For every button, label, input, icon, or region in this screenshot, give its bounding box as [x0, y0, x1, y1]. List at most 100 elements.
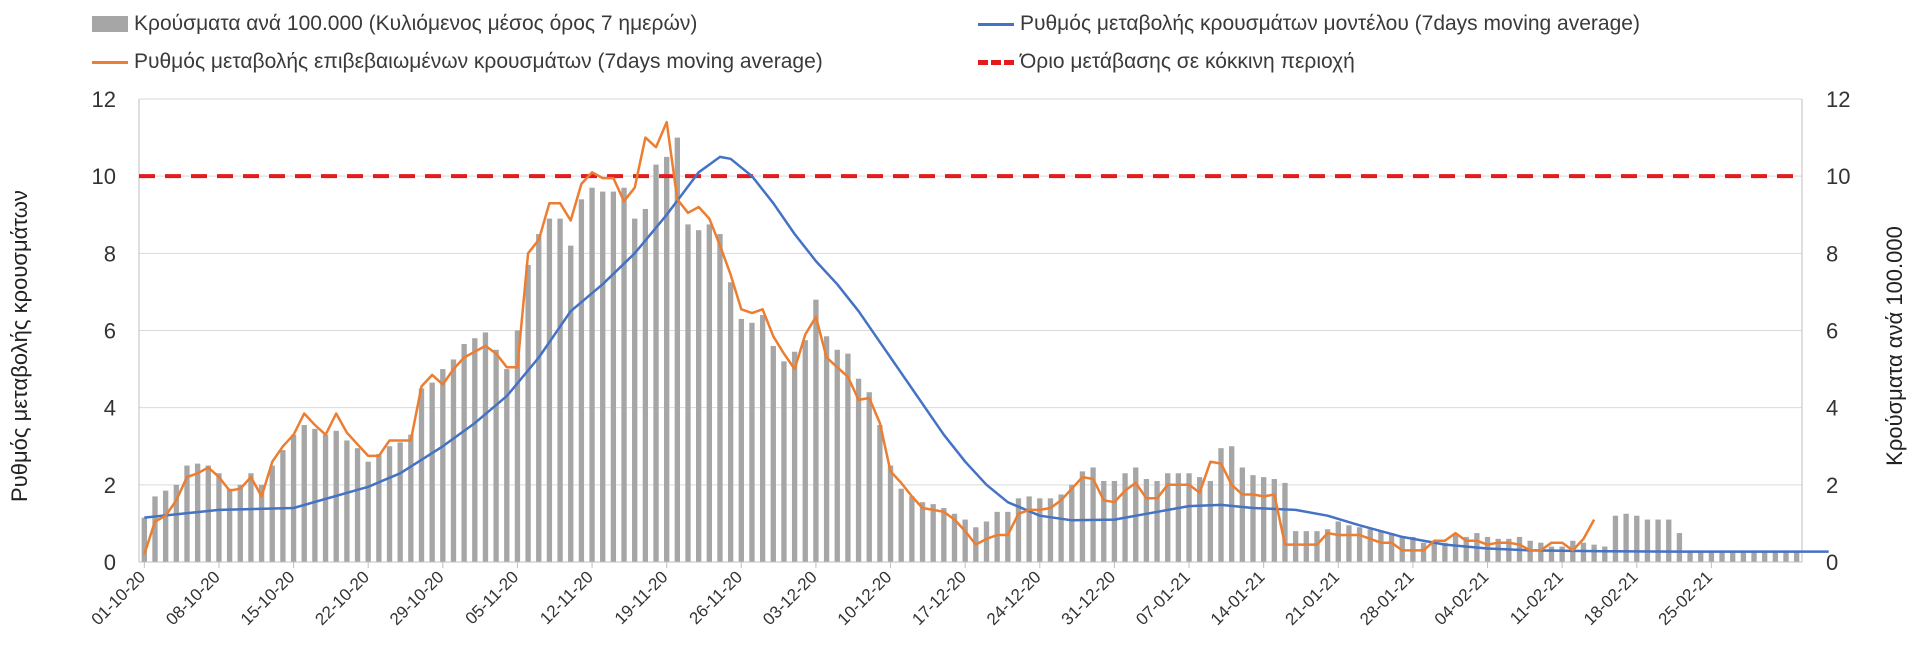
bar [578, 199, 585, 563]
bar [1111, 480, 1118, 562]
bar [589, 187, 595, 562]
x-tick-label: 21-01-21 [1282, 567, 1344, 629]
bar [1026, 496, 1032, 562]
bar [450, 359, 457, 562]
bar [1623, 513, 1629, 562]
left-tick-label: 0 [104, 550, 116, 575]
bar [941, 507, 947, 562]
bar [1772, 550, 1779, 562]
left-tick-label: 10 [92, 164, 116, 189]
confirmed-series-line [143, 120, 1596, 555]
bar [1794, 550, 1800, 562]
x-tick-label: 19-11-20 [611, 567, 672, 628]
bar [1282, 482, 1288, 562]
x-tick-label: 08-10-20 [162, 567, 224, 629]
bar [1005, 511, 1011, 562]
bar [653, 164, 659, 562]
legend-confirmed-label: Ρυθμός μεταβολής επιβεβαιωμένων κρουσμάτ… [134, 50, 823, 73]
bar [1719, 550, 1725, 562]
x-tick-label: 07-01-21 [1132, 567, 1194, 629]
left-tick-label: 2 [104, 473, 116, 498]
left-tick-label: 8 [104, 241, 116, 266]
bar [568, 245, 574, 562]
bar [237, 484, 243, 562]
bar [685, 224, 691, 563]
bar [1708, 550, 1715, 562]
bar [759, 315, 766, 562]
legend-bars-label: Κρούσματα ανά 100.000 (Κυλιόμενος μέσος … [134, 12, 698, 35]
bar [1612, 515, 1619, 562]
x-tick-label: 17-12-20 [908, 567, 970, 629]
bar [141, 517, 147, 562]
bar [1687, 550, 1693, 562]
x-tick-label: 01-10-20 [88, 567, 150, 629]
bar [749, 322, 755, 562]
bar [1260, 477, 1267, 562]
bar [386, 446, 393, 562]
bar [1271, 479, 1277, 562]
bar [493, 349, 499, 562]
bar [1314, 531, 1320, 562]
bar [1015, 498, 1022, 562]
bar [1762, 550, 1768, 562]
bar [269, 465, 275, 562]
bar [1101, 480, 1107, 562]
bar [962, 519, 968, 562]
bar [877, 425, 883, 562]
right-tick-label: 12 [1826, 87, 1850, 112]
bar [642, 208, 649, 562]
bar [557, 218, 563, 562]
bar [717, 234, 723, 562]
right-tick-label: 4 [1826, 396, 1838, 421]
bar [1090, 467, 1096, 562]
bar [1250, 475, 1256, 562]
bar [727, 282, 734, 562]
bar [1463, 536, 1469, 562]
bar [1229, 446, 1235, 562]
bar [312, 428, 318, 562]
bar [280, 450, 286, 562]
x-tick-label: 14-01-21 [1207, 567, 1269, 629]
legend-threshold-swatch [978, 59, 1014, 65]
bar [1538, 542, 1544, 562]
bar [152, 496, 158, 562]
x-tick-label: 26-11-20 [685, 567, 746, 628]
bar [482, 332, 489, 562]
bar [1666, 519, 1672, 562]
bar [994, 511, 1000, 562]
right-tick-label: 0 [1826, 550, 1838, 575]
legend-model: Ρυθμός μεταβολής κρουσμάτων μοντέλου (7d… [978, 12, 1640, 36]
bar [1175, 473, 1182, 562]
bar [1165, 473, 1171, 562]
bar [461, 344, 467, 562]
bar [770, 345, 776, 562]
bar [1186, 473, 1192, 562]
bar [1591, 544, 1597, 562]
bar [1431, 542, 1437, 562]
bar [1559, 546, 1565, 562]
bar [514, 330, 521, 562]
bar [1740, 550, 1747, 562]
bar [440, 369, 446, 562]
right-tick-label: 10 [1826, 164, 1850, 189]
bar [674, 137, 681, 563]
bar [1047, 498, 1054, 562]
bar [1079, 471, 1086, 562]
bar [930, 504, 936, 562]
legend-threshold: Όριο μετάβασης σε κόκκινη περιοχή [978, 50, 1355, 74]
bar [1335, 521, 1341, 562]
bar [205, 465, 211, 562]
legend-confirmed: Ρυθμός μεταβολής επιβεβαιωμένων κρουσμάτ… [92, 50, 823, 74]
bar [1197, 477, 1203, 562]
legend-model-swatch [978, 22, 1014, 26]
bar [1154, 480, 1160, 562]
bar [1367, 529, 1373, 562]
x-tick-label: 12-11-20 [536, 567, 597, 628]
bar [258, 484, 265, 562]
left-tick-label: 4 [104, 396, 116, 421]
bar [226, 488, 233, 562]
legend-bars: Κρούσματα ανά 100.000 (Κυλιόμενος μέσος … [92, 12, 697, 36]
bar [610, 191, 617, 562]
bar [418, 388, 425, 562]
